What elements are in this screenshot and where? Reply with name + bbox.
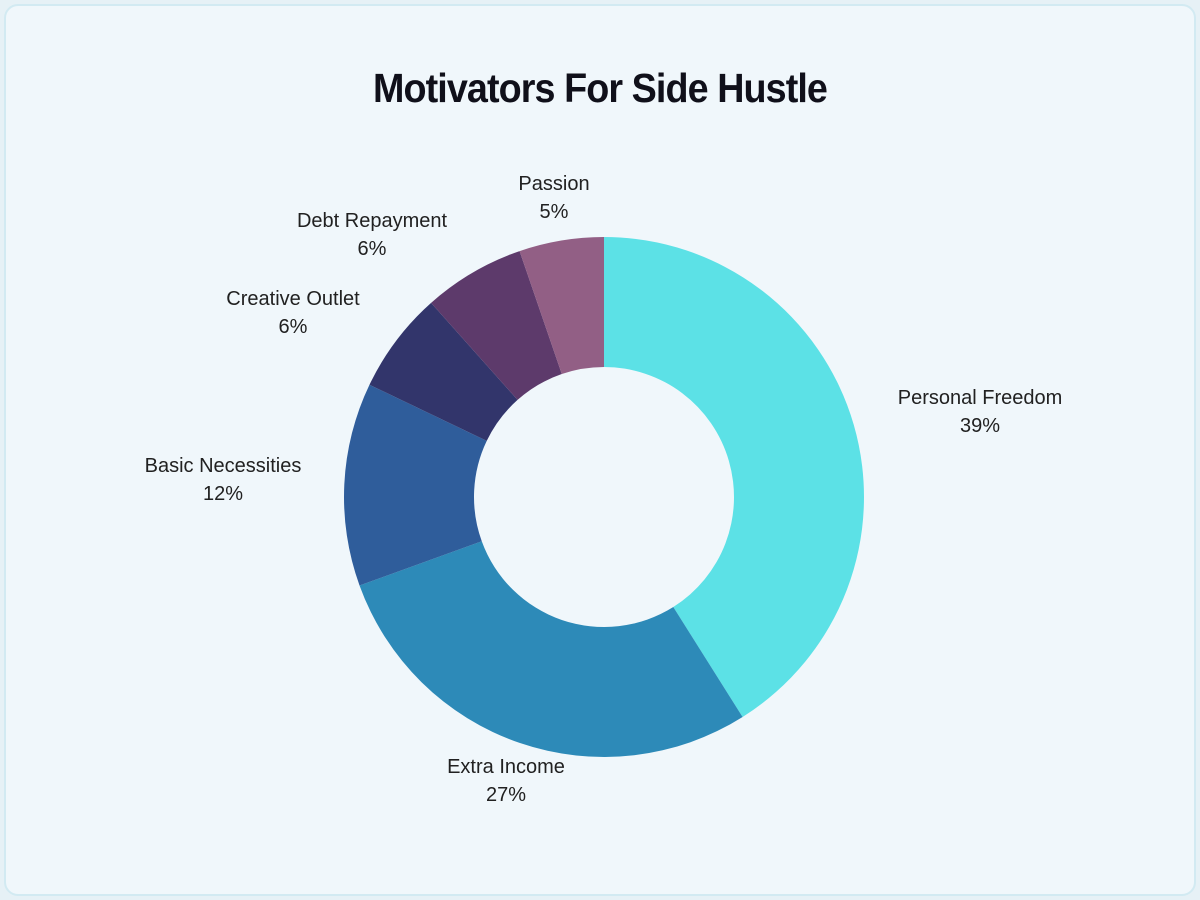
slice-label-pct: 39% <box>959 415 1001 437</box>
slice-label-name: Creative Outlet <box>226 288 360 310</box>
slice-creative-outlet <box>369 302 518 441</box>
slice-basic-necessities <box>343 384 487 586</box>
slice-extra-income <box>359 541 743 757</box>
slice-label-personal-freedom: Personal Freedom 39% <box>898 384 1063 440</box>
slice-debt-repayment <box>431 251 562 400</box>
slice-passion <box>519 237 604 375</box>
slice-label-name: Personal Freedom <box>897 387 1063 409</box>
chart-title: Motivators For Side Hustle <box>373 65 828 112</box>
slice-label-pct: 6% <box>357 238 387 260</box>
slice-label-passion: Passion 5% <box>518 170 589 226</box>
slice-label-name: Passion <box>518 173 590 195</box>
slice-label-creative-outlet: Creative Outlet 6% <box>226 285 359 341</box>
slice-label-pct: 12% <box>202 483 244 505</box>
slice-label-name: Basic Necessities <box>144 455 302 477</box>
slice-label-name: Debt Repayment <box>296 210 448 232</box>
slice-personal-freedom <box>604 237 864 717</box>
slice-label-pct: 5% <box>539 201 569 223</box>
slice-label-basic-necessities: Basic Necessities 12% <box>145 452 302 508</box>
slice-label-pct: 6% <box>278 316 308 338</box>
slice-label-name: Extra Income <box>447 756 565 778</box>
slice-label-pct: 27% <box>485 784 527 806</box>
slice-label-debt-repayment: Debt Repayment 6% <box>297 207 447 263</box>
slice-label-extra-income: Extra Income 27% <box>447 753 565 809</box>
